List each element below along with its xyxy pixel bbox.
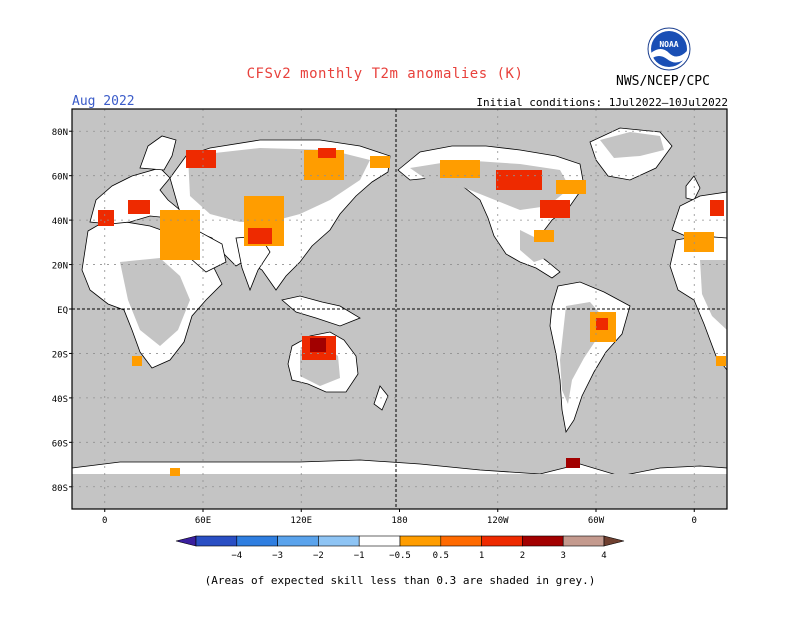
colorbar-label: 0.5	[433, 551, 449, 560]
anomaly-patch-east-antarctica	[170, 468, 180, 476]
lat-tick-label: 20S	[52, 350, 68, 360]
forecast-month-label: Aug 2022	[72, 94, 135, 109]
longitude-tick-labels: 0 60E 120E 180 120W 60W 0	[102, 509, 697, 526]
anomaly-patch-iberia	[98, 210, 114, 226]
land-scandinavia	[139, 135, 177, 171]
colorbar-bin	[318, 535, 360, 547]
colorbar-low-arrow	[175, 535, 197, 547]
initial-conditions-label: Initial conditions: 1Jul2022–10Jul2022	[476, 96, 728, 109]
colorbar-label: 3	[560, 551, 565, 560]
colorbar-label: −2	[313, 551, 324, 560]
colorbar-label: −3	[272, 551, 283, 560]
anomaly-patch-alaska	[440, 160, 480, 178]
anomaly-patch-chukotka	[370, 156, 390, 168]
lat-tick-label: 80N	[52, 128, 68, 138]
lon-tick-label: 0	[102, 516, 107, 526]
colorbar-bin	[358, 535, 401, 547]
anomaly-patch-north-australia-core	[310, 338, 326, 352]
lon-tick-label: 120E	[290, 516, 312, 526]
colorbar-high-arrow	[603, 535, 625, 547]
anomaly-patch-south-africa-repeat	[716, 356, 726, 366]
colorbar-bin	[522, 535, 564, 547]
svg-text:NOAA: NOAA	[659, 40, 678, 49]
lon-tick-label: 120W	[487, 516, 509, 526]
lat-tick-label: 20N	[52, 262, 68, 272]
colorbar-bin	[195, 535, 238, 547]
chart-title: CFSv2 monthly T2m anomalies (K)	[246, 66, 524, 82]
anomaly-patch-europe-repeat	[710, 200, 724, 216]
lat-tick-label: 40N	[52, 217, 68, 227]
anomaly-patch-south-africa	[132, 356, 142, 366]
skill-footnote: (Areas of expected skill less than 0.3 a…	[204, 574, 596, 587]
colorbar-bin	[481, 535, 523, 547]
agency-label: NWS/NCEP/CPC	[616, 74, 710, 89]
anomaly-patch-hudson	[556, 180, 586, 194]
anomaly-patch-brazil-core	[596, 318, 608, 330]
anomaly-patch-north-africa-repeat	[684, 232, 714, 252]
lat-tick-label: 80S	[52, 484, 68, 494]
lon-tick-label: 60W	[588, 516, 605, 526]
colorbar-label: −4	[231, 551, 242, 560]
anomaly-patch-mediterranean	[128, 200, 150, 214]
lon-tick-label: 60E	[195, 516, 211, 526]
anomaly-patch-northeast-us	[540, 200, 570, 218]
anomaly-patch-middle-east	[160, 210, 200, 260]
anomaly-patch-west-siberia	[186, 150, 216, 168]
land-indonesia	[281, 295, 361, 327]
lat-tick-label: 60N	[52, 173, 68, 183]
land-uk	[685, 175, 701, 201]
noaa-logo: NOAA	[647, 27, 691, 75]
colorbar-label: 4	[601, 551, 606, 560]
lat-tick-label: 60S	[52, 439, 68, 449]
anomaly-patch-siberia-hot	[318, 148, 336, 158]
lat-tick-label: 40S	[52, 395, 68, 405]
colorbar-bin	[399, 535, 442, 547]
colorbar-label: −1	[354, 551, 365, 560]
colorbar-label: 1	[479, 551, 484, 560]
colorbar: −4 −3 −2 −1 −0.5 0.5 1 2 3 4	[175, 535, 625, 560]
colorbar-label: −0.5	[389, 551, 411, 560]
lon-tick-label: 0	[692, 516, 697, 526]
lon-tick-label: 180	[391, 516, 407, 526]
anomaly-patch-tibet	[248, 228, 272, 244]
anomaly-patch-southeast-us	[534, 230, 554, 242]
latitude-tick-labels: 80N 60N 40N 20N EQ 20S 40S 60S 80S	[52, 128, 72, 494]
anomaly-patch-antarctic-peninsula	[566, 458, 580, 468]
colorbar-bin	[277, 535, 319, 547]
lat-tick-label: EQ	[57, 306, 68, 316]
anomaly-patch-north-canada	[496, 170, 542, 190]
colorbar-label: 2	[520, 551, 525, 560]
colorbar-bin	[562, 535, 605, 547]
colorbar-bin	[440, 535, 482, 547]
colorbar-bin	[236, 535, 278, 547]
